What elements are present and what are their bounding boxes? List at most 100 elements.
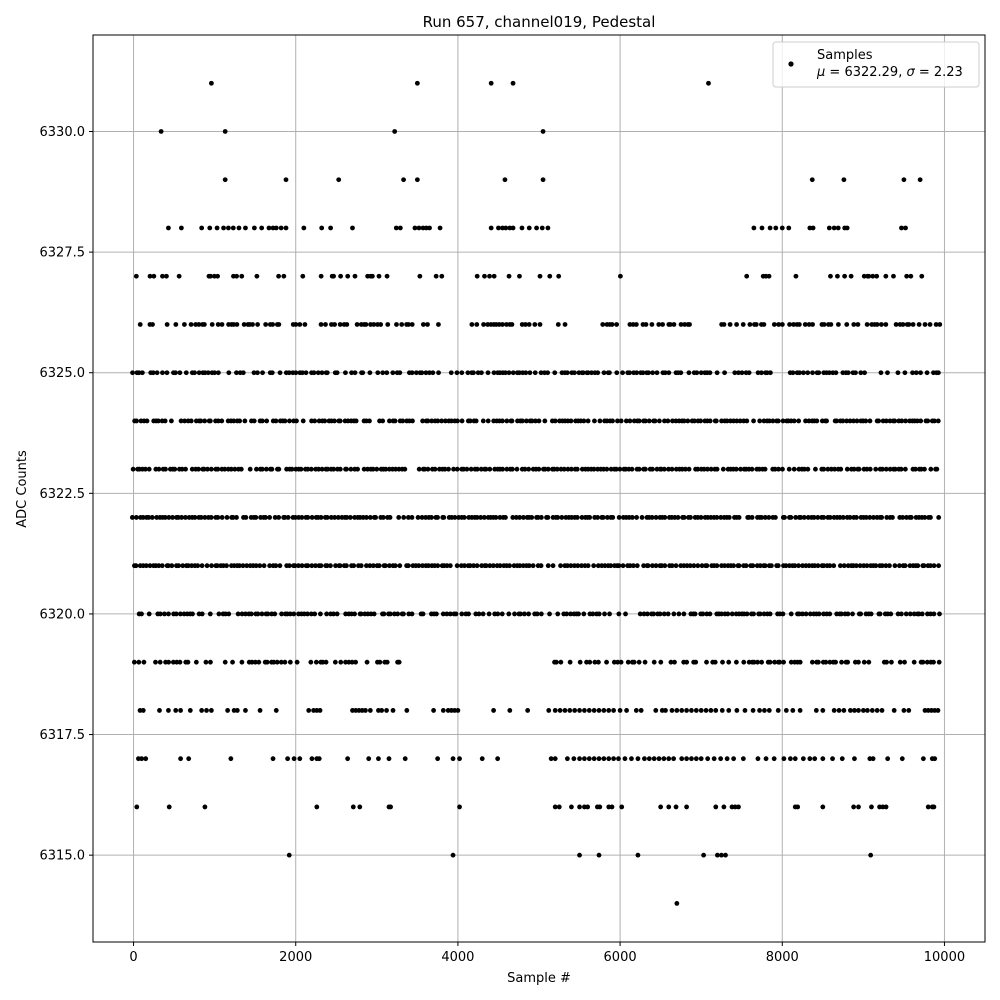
data-point <box>883 563 889 569</box>
data-point <box>437 225 443 231</box>
data-point <box>519 418 525 424</box>
data-point <box>636 659 642 665</box>
data-point <box>831 225 837 231</box>
data-point <box>809 659 815 665</box>
data-point <box>286 370 292 376</box>
data-point <box>324 370 330 376</box>
data-point <box>746 370 752 376</box>
data-point <box>763 756 769 762</box>
data-point <box>338 273 344 279</box>
data-point <box>673 804 679 810</box>
data-point <box>178 418 184 424</box>
data-point <box>924 370 930 376</box>
data-point <box>328 225 333 231</box>
data-point <box>611 659 617 665</box>
data-point <box>474 466 480 472</box>
data-point <box>792 563 798 569</box>
data-point <box>935 418 941 424</box>
data-point <box>552 370 558 376</box>
data-point <box>257 708 263 713</box>
data-point <box>653 563 659 569</box>
data-point <box>906 708 912 713</box>
data-point <box>444 563 450 569</box>
data-point <box>686 370 692 376</box>
data-point <box>273 708 279 713</box>
data-point <box>467 418 473 424</box>
data-point <box>506 611 512 617</box>
data-point <box>567 708 573 713</box>
data-point <box>791 466 797 472</box>
data-point <box>344 515 350 520</box>
data-point <box>638 708 644 713</box>
data-point <box>624 708 629 713</box>
data-point <box>297 756 303 762</box>
data-point <box>744 273 750 279</box>
data-point <box>282 418 288 424</box>
data-point <box>214 563 220 569</box>
data-point <box>931 563 937 569</box>
data-point <box>539 225 545 231</box>
data-point <box>827 515 833 520</box>
data-point <box>499 322 505 327</box>
data-point <box>360 370 366 376</box>
data-point <box>900 322 906 327</box>
data-point <box>154 515 160 520</box>
data-point <box>499 611 505 617</box>
data-point <box>419 515 425 520</box>
data-point <box>889 659 894 665</box>
data-point <box>190 611 195 617</box>
data-point <box>550 563 556 569</box>
data-point <box>779 225 785 231</box>
data-point <box>504 466 510 472</box>
data-point <box>318 515 324 520</box>
data-point <box>425 322 430 327</box>
data-point <box>214 225 220 231</box>
data-point <box>554 466 560 472</box>
data-point <box>367 370 373 376</box>
data-point <box>692 418 697 424</box>
data-point <box>143 756 149 762</box>
data-point <box>856 659 861 665</box>
data-point <box>736 804 741 810</box>
data-point <box>805 370 811 376</box>
data-point <box>261 563 267 569</box>
data-point <box>294 659 300 665</box>
data-point <box>759 515 765 520</box>
data-point <box>237 418 243 424</box>
data-point <box>254 466 259 472</box>
data-point <box>180 563 186 569</box>
data-point <box>788 659 794 665</box>
data-point <box>521 515 526 520</box>
data-point <box>328 515 334 520</box>
data-point <box>172 466 178 472</box>
data-point <box>169 418 174 424</box>
data-point <box>685 418 691 424</box>
data-point <box>645 611 650 617</box>
data-point <box>256 659 262 665</box>
data-point <box>182 322 187 327</box>
data-point <box>733 659 739 665</box>
data-point <box>683 466 688 472</box>
data-point <box>635 756 641 762</box>
data-point <box>787 756 793 762</box>
data-point <box>271 659 277 665</box>
data-point <box>627 370 632 376</box>
data-point <box>821 515 827 520</box>
data-point <box>226 611 232 617</box>
data-point <box>178 756 183 762</box>
data-point <box>608 563 614 569</box>
data-point <box>783 708 789 713</box>
data-point <box>788 515 794 520</box>
data-point <box>396 659 402 665</box>
data-point <box>526 611 532 617</box>
data-point <box>367 708 373 713</box>
data-point <box>283 225 289 231</box>
data-point <box>380 370 386 376</box>
data-point <box>569 804 574 810</box>
data-point <box>802 322 808 327</box>
data-point <box>250 322 255 327</box>
data-point <box>851 466 857 472</box>
data-point <box>713 708 719 713</box>
data-point <box>925 418 931 424</box>
data-point <box>650 466 655 472</box>
